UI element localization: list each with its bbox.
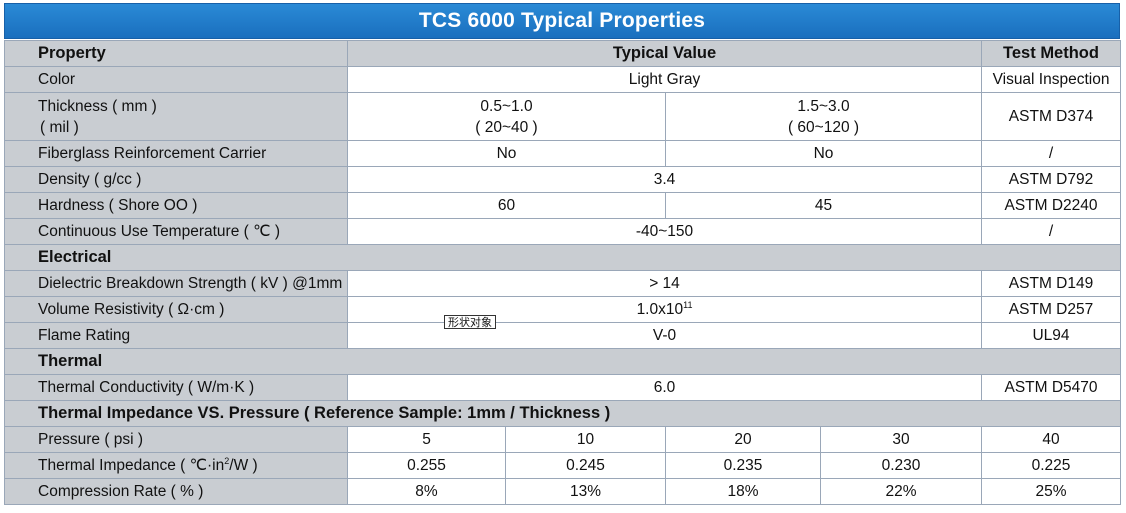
compression-label: Compression Rate ( % ) xyxy=(4,478,348,505)
section-impedance: Thermal Impedance VS. Pressure ( Referen… xyxy=(3,400,1122,427)
row-thickness: Thickness ( mm ) ( mil ) 0.5~1.0 ( 20~40… xyxy=(4,92,1122,141)
hardness-value-1: 60 xyxy=(347,192,666,219)
row-dielectric: Dielectric Breakdown Strength ( kV ) @1m… xyxy=(4,270,1122,297)
volume-resistivity-method: ASTM D257 xyxy=(981,296,1122,323)
electrical-heading: Electrical xyxy=(3,244,1122,271)
pressure-value: 40 xyxy=(981,426,1122,453)
volume-resistivity-exponent: 11 xyxy=(683,299,693,310)
fiberglass-value-2: No xyxy=(664,140,983,167)
thermal-impedance-value: 0.245 xyxy=(505,452,666,479)
header-typical-value: Typical Value xyxy=(346,40,983,67)
thickness-v1-mil: ( 20~40 ) xyxy=(475,118,538,136)
hardness-method: ASTM D2240 xyxy=(981,192,1122,219)
properties-table: Property Typical Value Test Method Color… xyxy=(3,40,1122,505)
continuous-temp-label: Continuous Use Temperature ( ℃ ) xyxy=(4,218,348,245)
thermal-impedance-label: Thermal Impedance ( ℃·in2/W ) xyxy=(4,452,348,479)
shape-object-label: 形状对象 xyxy=(444,315,496,329)
thermal-impedance-value: 0.225 xyxy=(981,452,1122,479)
thermal-conductivity-label: Thermal Conductivity ( W/m·K ) xyxy=(4,374,348,401)
fiberglass-method: / xyxy=(981,140,1122,167)
row-hardness: Hardness ( Shore OO ) 60 45 ASTM D2240 xyxy=(4,192,1122,219)
thickness-value-2: 1.5~3.0 ( 60~120 ) xyxy=(664,92,983,141)
row-compression: Compression Rate ( % ) 8% 13% 18% 22% 25… xyxy=(4,478,1122,505)
thickness-label-mm: Thickness ( mm ) xyxy=(38,97,157,115)
dielectric-label: Dielectric Breakdown Strength ( kV ) @1m… xyxy=(4,270,348,297)
pressure-value: 30 xyxy=(819,426,983,453)
thermal-conductivity-value: 6.0 xyxy=(346,374,983,401)
row-thermal-impedance: Thermal Impedance ( ℃·in2/W ) 0.255 0.24… xyxy=(4,452,1122,479)
thermal-impedance-label-base: Thermal Impedance ( ℃·in xyxy=(38,457,225,474)
continuous-temp-method: / xyxy=(981,218,1122,245)
thickness-v2-mil: ( 60~120 ) xyxy=(787,118,860,136)
fiberglass-value-1: No xyxy=(347,140,666,167)
continuous-temp-value: -40~150 xyxy=(346,218,983,245)
density-label: Density ( g/cc ) xyxy=(4,166,348,193)
thermal-conductivity-method: ASTM D5470 xyxy=(981,374,1122,401)
row-flame: Flame Rating V-0 UL94 xyxy=(4,322,1122,349)
density-method: ASTM D792 xyxy=(981,166,1122,193)
color-method: Visual Inspection xyxy=(981,66,1122,93)
impedance-heading: Thermal Impedance VS. Pressure ( Referen… xyxy=(3,400,1122,427)
flame-value: V-0 xyxy=(346,322,983,349)
thermal-impedance-value: 0.255 xyxy=(347,452,506,479)
row-thermal-conductivity: Thermal Conductivity ( W/m·K ) 6.0 ASTM … xyxy=(4,374,1122,401)
compression-value: 22% xyxy=(819,478,983,505)
thickness-method: ASTM D374 xyxy=(981,92,1122,141)
thermal-impedance-value: 0.230 xyxy=(819,452,983,479)
hardness-label: Hardness ( Shore OO ) xyxy=(4,192,348,219)
volume-resistivity-base: 1.0x10 xyxy=(636,300,684,318)
pressure-value: 20 xyxy=(665,426,821,453)
volume-resistivity-label: Volume Resistivity ( Ω·cm ) xyxy=(4,296,348,323)
header-property: Property xyxy=(4,40,348,67)
row-color: Color Light Gray Visual Inspection xyxy=(4,66,1122,93)
thermal-impedance-value: 0.235 xyxy=(665,452,821,479)
header-row: Property Typical Value Test Method xyxy=(4,40,1122,67)
hardness-value-2: 45 xyxy=(664,192,983,219)
compression-value: 25% xyxy=(981,478,1122,505)
fiberglass-label: Fiberglass Reinforcement Carrier xyxy=(4,140,348,167)
flame-method: UL94 xyxy=(981,322,1122,349)
compression-value: 13% xyxy=(505,478,666,505)
row-continuous-temp: Continuous Use Temperature ( ℃ ) -40~150… xyxy=(4,218,1122,245)
thickness-v2-mm: 1.5~3.0 xyxy=(797,97,850,115)
volume-resistivity-value: 1.0x1011 xyxy=(346,296,983,323)
thermal-heading: Thermal xyxy=(3,348,1122,375)
pressure-value: 5 xyxy=(347,426,506,453)
section-electrical: Electrical xyxy=(3,244,1122,271)
row-volume-resistivity: Volume Resistivity ( Ω·cm ) 1.0x1011 AST… xyxy=(4,296,1122,323)
density-value: 3.4 xyxy=(346,166,983,193)
compression-value: 8% xyxy=(347,478,506,505)
row-fiberglass: Fiberglass Reinforcement Carrier No No / xyxy=(4,140,1122,167)
section-thermal: Thermal xyxy=(3,348,1122,375)
pressure-value: 10 xyxy=(505,426,666,453)
flame-label: Flame Rating xyxy=(4,322,348,349)
pressure-label: Pressure ( psi ) xyxy=(4,426,348,453)
row-density: Density ( g/cc ) 3.4 ASTM D792 xyxy=(4,166,1122,193)
row-pressure: Pressure ( psi ) 5 10 20 30 40 xyxy=(4,426,1122,453)
color-value: Light Gray xyxy=(346,66,983,93)
thickness-value-1: 0.5~1.0 ( 20~40 ) xyxy=(347,92,666,141)
thickness-label: Thickness ( mm ) ( mil ) xyxy=(4,92,348,141)
table-title: TCS 6000 Typical Properties xyxy=(4,3,1120,39)
color-label: Color xyxy=(4,66,348,93)
header-test-method: Test Method xyxy=(981,40,1122,67)
compression-value: 18% xyxy=(665,478,821,505)
thickness-label-mil: ( mil ) xyxy=(40,118,79,136)
dielectric-method: ASTM D149 xyxy=(981,270,1122,297)
thermal-impedance-label-exponent: 2 xyxy=(224,455,230,466)
thickness-v1-mm: 0.5~1.0 xyxy=(480,97,533,115)
thermal-impedance-label-tail: /W ) xyxy=(229,457,258,474)
dielectric-value: > 14 xyxy=(346,270,983,297)
